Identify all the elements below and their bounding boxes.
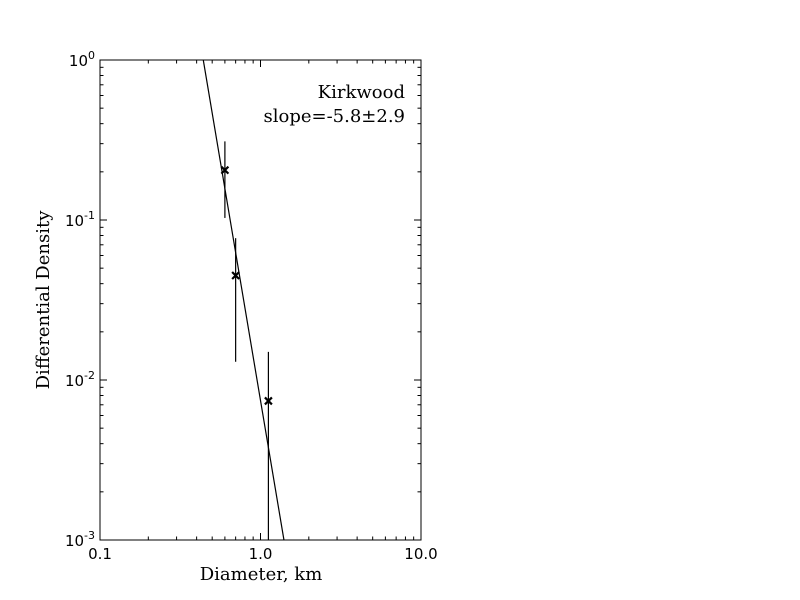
plot-frame [99,59,422,541]
x-tick-labels: 0.1 1.0 10.0 [88,545,438,563]
x-tick-label: 10.0 [404,545,437,563]
point-marker [231,271,240,280]
annotation-title: Kirkwood [318,82,405,103]
data-points [220,141,273,540]
y-tick-label: 10-3 [65,529,95,550]
y-tick-labels: 100 10-1 10-2 10-3 [65,49,95,550]
x-tick-label: 1.0 [249,545,273,563]
point-marker [264,396,273,406]
y-tick-label: 100 [69,49,95,70]
point-marker [220,165,230,175]
y-tick-label: 10-2 [65,369,95,390]
data-point [220,141,230,218]
fit-line [202,59,285,541]
annotation-slope: slope=-5.8±2.9 [263,106,405,127]
axis-ticks [99,59,422,541]
x-tick-label: 0.1 [88,545,112,563]
y-tick-label: 10-1 [65,209,95,230]
x-axis-label: Diameter, km [200,564,323,585]
data-point [264,351,273,540]
data-point [231,238,240,362]
y-axis-label: Differential Density [33,210,54,390]
